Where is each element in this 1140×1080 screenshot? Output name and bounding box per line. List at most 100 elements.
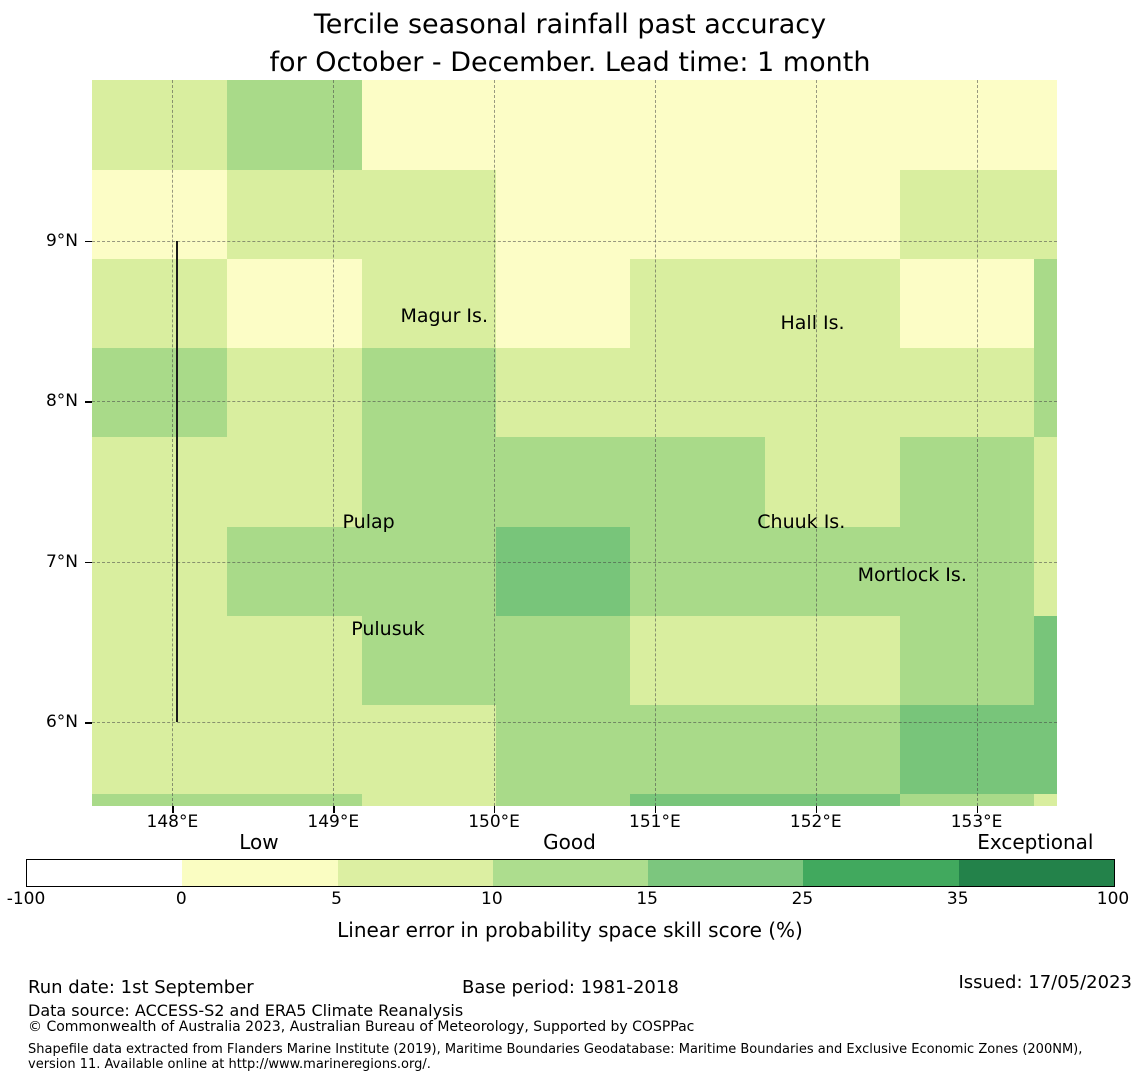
latitude-gridline (92, 401, 1057, 403)
grid-cell (362, 616, 497, 706)
island-label: Pulusuk (351, 618, 425, 641)
y-axis-tick-label: 6°N (45, 712, 78, 733)
figure-title: Tercile seasonal rainfall past accuracy … (0, 6, 1140, 82)
footer-run-date: Run date: 1st September (28, 977, 254, 998)
grid-cell (362, 170, 497, 260)
colorbar-tick-label: 15 (636, 889, 658, 909)
grid-cell (496, 794, 631, 806)
footer-shapefile-note: Shapefile data extracted from Flanders M… (28, 1042, 1083, 1072)
grid-cell (496, 705, 631, 795)
colorbar-tick-label: 0 (175, 889, 187, 909)
grid-cell (362, 259, 497, 349)
y-axis-tick (85, 240, 92, 242)
grid-cell (630, 705, 766, 795)
grid-cell (1034, 348, 1057, 438)
grid-cell (630, 170, 766, 260)
x-axis-tick (815, 806, 818, 813)
grid-cell (92, 616, 228, 706)
grid-cell (92, 705, 228, 795)
x-axis-tick-label: 151°E (629, 812, 681, 832)
colorbar-tick-label: 100 (1096, 889, 1130, 909)
grid-cell (630, 616, 766, 706)
colorbar-segment (492, 860, 649, 886)
title-line-2: for October - December. Lead time: 1 mon… (269, 47, 871, 78)
y-axis-tick (85, 561, 92, 564)
island-label: Mortlock Is. (857, 563, 967, 586)
grid-cell (765, 527, 901, 617)
y-axis-tick-label: 7°N (45, 551, 78, 572)
grid-cell (1034, 437, 1057, 528)
y-axis-tick (85, 401, 92, 403)
colorbar (26, 859, 1115, 887)
grid-cell (1034, 616, 1057, 706)
grid-cell (1034, 794, 1057, 806)
colorbar-segment (803, 860, 959, 886)
grid-cell (900, 170, 1035, 260)
longitude-gridline (494, 80, 496, 806)
grid-cell (227, 616, 363, 706)
grid-cell (630, 348, 766, 438)
grid-cell (362, 527, 497, 617)
grid-cell (92, 170, 228, 260)
maritime-boundary-line (175, 240, 178, 723)
grid-cell (227, 794, 363, 806)
grid-cell (630, 794, 766, 806)
grid-cell (496, 616, 631, 706)
grid-cell (92, 794, 228, 806)
grid-cell (630, 437, 766, 528)
grid-cell (496, 348, 631, 438)
grid-cell (496, 80, 631, 171)
grid-cell (92, 80, 228, 171)
x-axis-tick (494, 806, 496, 813)
grid-cell (630, 80, 766, 171)
footer-copyright: © Commonwealth of Australia 2023, Austra… (28, 1019, 695, 1035)
x-axis-tick (333, 806, 335, 813)
grid-cell (92, 348, 228, 438)
grid-cell (765, 437, 901, 528)
grid-cell (362, 794, 497, 806)
grid-cell (227, 437, 363, 528)
grid-cell (765, 616, 901, 706)
colorbar-category-label: Low (239, 830, 279, 854)
colorbar-segment (27, 860, 183, 886)
grid-cell (765, 259, 901, 349)
grid-cell (362, 80, 497, 171)
island-label: Pulap (342, 510, 395, 533)
colorbar-axis-label: Linear error in probability space skill … (337, 918, 803, 942)
latitude-gridline (92, 240, 1057, 242)
grid-cell (496, 259, 631, 349)
x-axis-tick-label: 148°E (146, 812, 199, 832)
y-axis-tick (85, 722, 92, 724)
colorbar-tick-label: 5 (331, 889, 342, 909)
grid-cell (362, 705, 497, 795)
longitude-gridline (815, 80, 817, 806)
colorbar-segment (648, 860, 804, 886)
y-axis-tick-label: 8°N (45, 391, 78, 412)
footer-data-source: Data source: ACCESS-S2 and ERA5 Climate … (28, 1001, 464, 1020)
grid-cell (1034, 527, 1057, 617)
grid-cell (1034, 259, 1057, 349)
x-axis-tick (976, 806, 978, 813)
grid-cell (496, 170, 631, 260)
colorbar-category-label: Exceptional (977, 830, 1094, 854)
grid-cell (765, 794, 901, 806)
latitude-gridline (92, 561, 1057, 563)
grid-cell (362, 348, 497, 438)
x-axis-tick (172, 806, 174, 813)
grid-cell (227, 170, 363, 260)
grid-cell (900, 437, 1035, 528)
x-axis-tick-label: 149°E (307, 812, 360, 832)
colorbar-tick-label: 35 (946, 889, 969, 909)
grid-cell (496, 437, 631, 528)
grid-cell (765, 170, 901, 260)
grid-cell (765, 348, 901, 438)
longitude-gridline (333, 80, 335, 806)
grid-cell (496, 527, 631, 617)
island-label: Chuuk Is. (757, 510, 846, 533)
colorbar-tick-label: 10 (481, 889, 503, 909)
grid-cell (227, 705, 363, 795)
grid-cell (1034, 705, 1057, 795)
x-axis-tick-label: 152°E (789, 812, 842, 832)
grid-cell (765, 705, 901, 795)
